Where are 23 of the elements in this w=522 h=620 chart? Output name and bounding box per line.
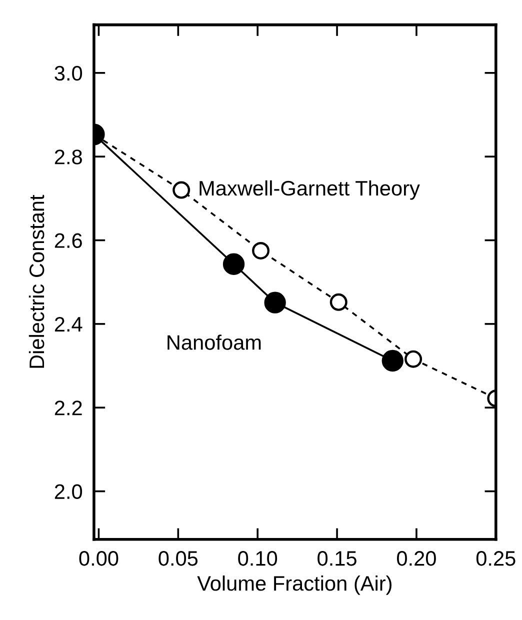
y-tick-label: 2.6 bbox=[54, 233, 82, 248]
point bbox=[172, 181, 190, 199]
point bbox=[222, 253, 245, 275]
y-tick-label: 2.2 bbox=[54, 400, 82, 416]
x-tick-label: 0.10 bbox=[238, 551, 278, 566]
y-axis-title: Dielectric Constant bbox=[28, 194, 44, 368]
y-tick-label: 2.4 bbox=[54, 316, 82, 332]
x-axis-title: Volume Fraction (Air) bbox=[197, 575, 392, 595]
series-label: Nanofoam bbox=[168, 334, 261, 350]
series-label: Maxwell-Garnett Theory bbox=[200, 180, 420, 200]
x-tick-label: 0.00 bbox=[79, 551, 118, 566]
y-tick-label: 2.8 bbox=[54, 150, 82, 164]
x-tick-label: 0.20 bbox=[397, 551, 436, 566]
point bbox=[264, 292, 286, 314]
x-tick-label: 0.25 bbox=[476, 551, 516, 566]
point bbox=[330, 293, 348, 311]
x-tick-label: 0.15 bbox=[318, 551, 356, 566]
x-tick-label: 0.05 bbox=[158, 551, 198, 566]
y-tick-label: 3.0 bbox=[54, 66, 82, 81]
point bbox=[252, 242, 270, 260]
point bbox=[404, 350, 422, 368]
y-tick-label: 2.0 bbox=[54, 484, 82, 500]
point bbox=[382, 350, 404, 372]
